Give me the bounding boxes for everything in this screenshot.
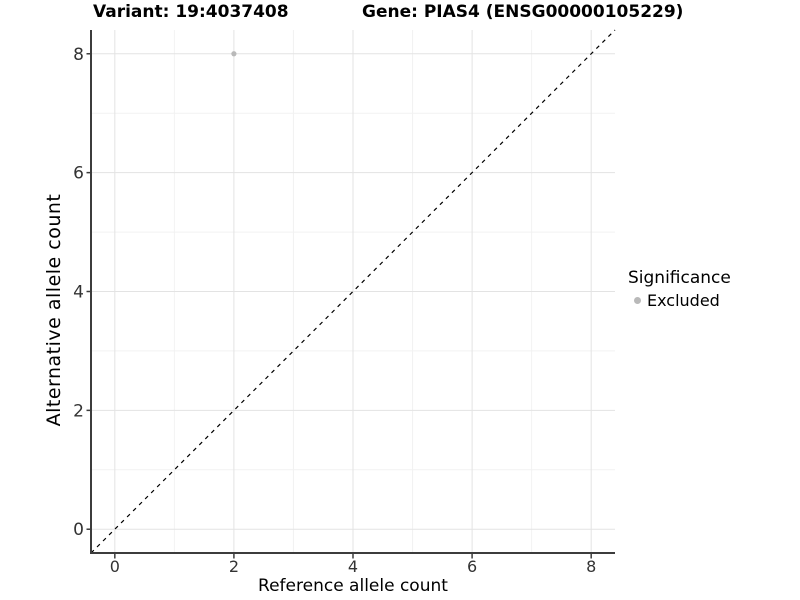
y-tick-label: 8: [73, 45, 84, 65]
x-tick-label: 8: [586, 557, 596, 576]
legend-point-icon: [634, 296, 641, 304]
x-tick-label: 4: [348, 557, 358, 576]
y-tick-label: 4: [73, 283, 84, 303]
x-tick-label: 2: [229, 557, 239, 576]
y-tick-label: 0: [73, 520, 84, 540]
legend-item-excluded: Excluded: [628, 290, 731, 310]
y-tick-label: 2: [73, 401, 84, 421]
variant-title: Variant: 19:4037408: [93, 2, 289, 22]
x-axis-title: Reference allele count: [258, 576, 448, 596]
legend-item-label: Excluded: [647, 290, 720, 310]
x-tick-label: 6: [467, 557, 477, 576]
data-point[interactable]: [231, 51, 237, 57]
x-tick-label: 0: [110, 557, 120, 576]
gene-title: Gene: PIAS4 (ENSG00000105229): [362, 2, 684, 22]
y-axis-title: Alternative allele count: [43, 193, 65, 427]
legend-title: Significance: [628, 268, 731, 288]
y-tick-label: 6: [73, 164, 84, 184]
legend: Significance Excluded: [628, 268, 731, 310]
